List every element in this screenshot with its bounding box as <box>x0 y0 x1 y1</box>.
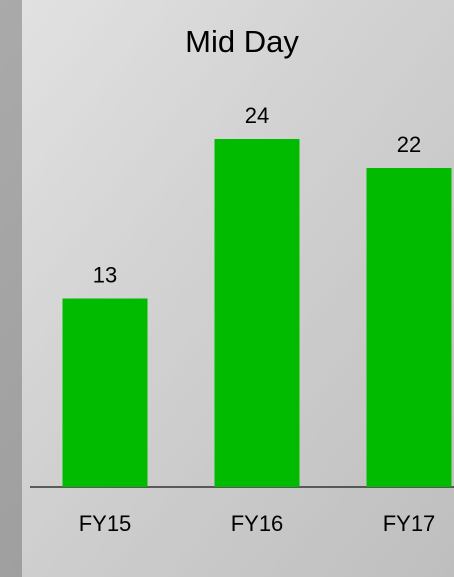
x-tick-label: FY16 <box>231 511 284 536</box>
data-label: 13 <box>93 262 117 287</box>
background-edge <box>0 0 22 577</box>
data-label: 24 <box>245 103 269 128</box>
chart-title: Mid Day <box>185 24 299 59</box>
x-tick-label: FY15 <box>79 511 132 536</box>
x-tick-label: FY17 <box>383 511 436 536</box>
bar <box>62 298 148 487</box>
data-label: 22 <box>397 132 421 157</box>
bar <box>366 168 452 487</box>
bar <box>214 139 300 487</box>
